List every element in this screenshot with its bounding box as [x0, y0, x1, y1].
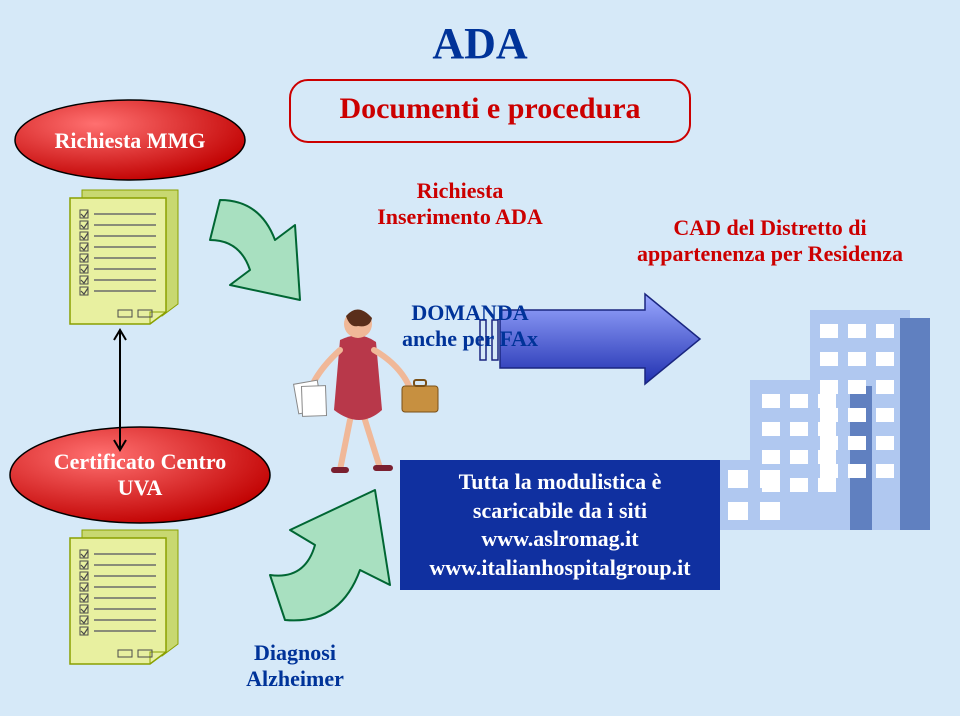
modulistica-line3: www.aslromag.it [481, 526, 638, 551]
diagnosi-label: Diagnosi Alzheimer [230, 640, 360, 692]
richiesta-inserimento-line1: Richiesta [417, 178, 504, 203]
modulistica-line2: scaricabile da i siti [473, 498, 647, 523]
cad-line1: CAD del Distretto di [673, 215, 866, 240]
cert-line1: Certificato Centro [54, 449, 226, 474]
modulistica-box-text: Tutta la modulistica è scaricabile da i … [400, 468, 720, 582]
cad-label: CAD del Distretto di appartenenza per Re… [600, 215, 940, 267]
certificato-uva-label: Certificato Centro UVA [10, 449, 270, 501]
subtitle: Documenti e procedura [290, 92, 690, 126]
page-title: ADA [0, 18, 960, 69]
domanda-line2: anche per FAx [402, 326, 538, 351]
richiesta-mmg-label: Richiesta MMG [15, 128, 245, 154]
domanda-line1: DOMANDA [411, 300, 528, 325]
richiesta-inserimento-label: Richiesta Inserimento ADA [350, 178, 570, 230]
modulistica-line1: Tutta la modulistica è [459, 469, 662, 494]
diagnosi-line1: Diagnosi [254, 640, 336, 665]
cad-line2: appartenenza per Residenza [637, 241, 903, 266]
diagnosi-line2: Alzheimer [246, 666, 344, 691]
richiesta-inserimento-line2: Inserimento ADA [377, 204, 543, 229]
domanda-label: DOMANDA anche per FAx [380, 300, 560, 352]
cert-line2: UVA [118, 475, 163, 500]
modulistica-line4: www.italianhospitalgroup.it [429, 555, 690, 580]
